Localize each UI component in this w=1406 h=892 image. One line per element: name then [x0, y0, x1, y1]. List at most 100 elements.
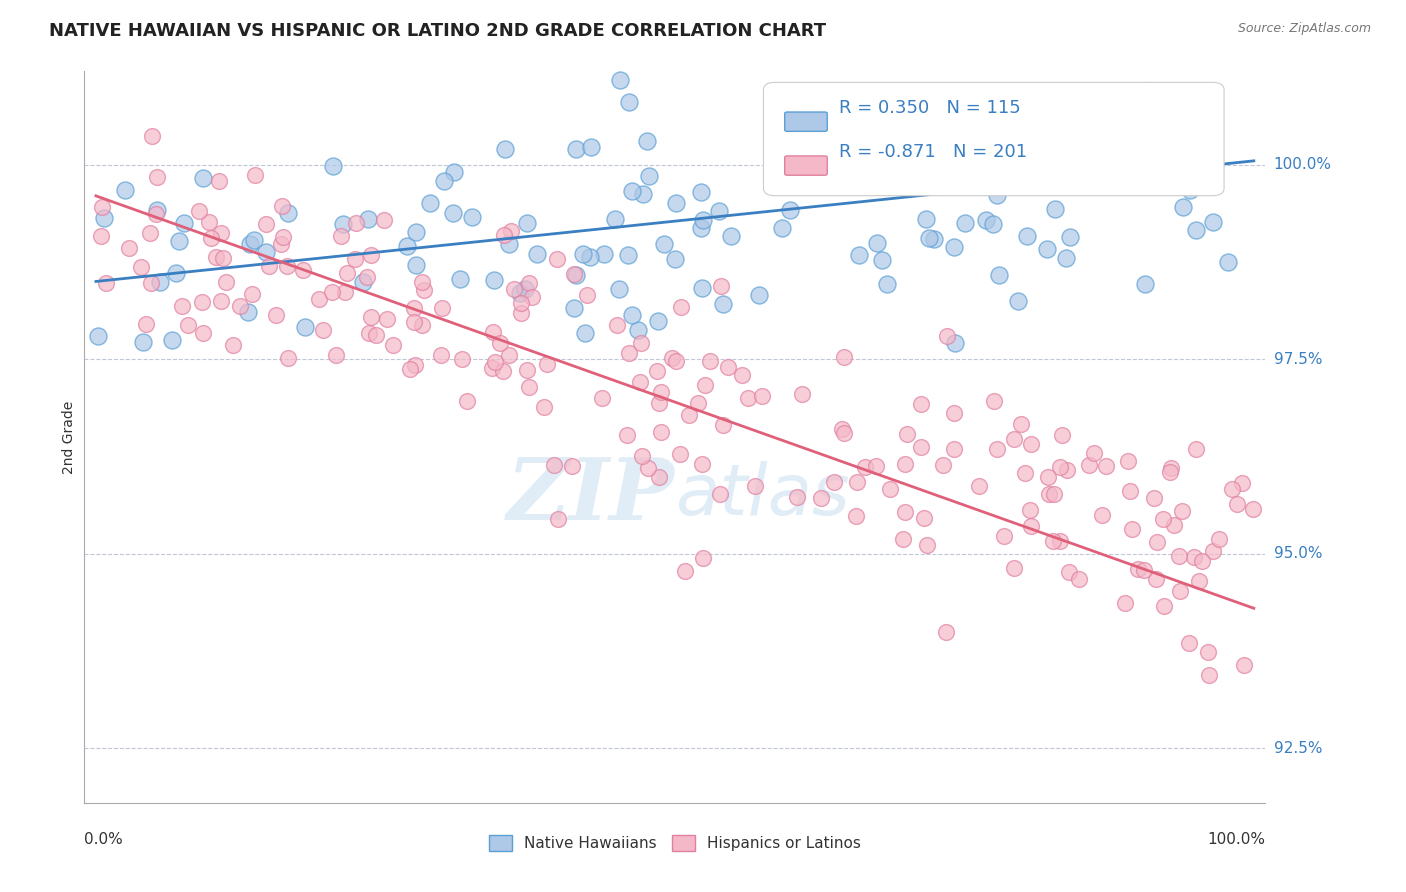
Point	[243, 233, 266, 247]
Point	[692, 550, 714, 565]
Point	[1163, 178, 1185, 192]
Point	[744, 478, 766, 492]
Point	[1094, 458, 1116, 473]
Text: 92.5%: 92.5%	[1274, 741, 1322, 756]
Point	[717, 360, 740, 375]
Point	[1167, 549, 1189, 564]
Point	[1007, 294, 1029, 309]
Point	[336, 266, 359, 280]
Point	[169, 234, 191, 248]
Point	[405, 258, 427, 272]
Point	[308, 292, 330, 306]
Point	[517, 379, 540, 393]
Point	[94, 277, 117, 291]
Point	[565, 142, 588, 156]
Point	[373, 213, 395, 227]
Point	[1160, 461, 1182, 475]
Point	[859, 158, 882, 172]
Point	[129, 260, 152, 274]
Point	[482, 325, 505, 339]
Point	[832, 425, 855, 440]
Point	[498, 237, 520, 252]
Point	[191, 326, 214, 340]
Point	[1137, 164, 1160, 178]
Point	[1098, 135, 1121, 149]
Point	[562, 301, 585, 315]
Point	[484, 355, 506, 369]
Point	[141, 276, 163, 290]
Point	[1038, 486, 1060, 500]
Point	[846, 475, 869, 489]
Text: 100.0%: 100.0%	[1208, 832, 1265, 847]
Point	[720, 229, 742, 244]
Point	[574, 326, 596, 341]
Point	[896, 426, 918, 441]
Point	[686, 395, 709, 409]
Point	[910, 397, 932, 411]
Point	[499, 224, 522, 238]
Point	[652, 236, 675, 251]
Point	[665, 353, 688, 368]
Point	[912, 510, 935, 524]
Point	[322, 159, 344, 173]
Point	[820, 166, 842, 180]
Point	[1146, 535, 1168, 549]
Point	[603, 212, 626, 227]
Point	[650, 384, 672, 399]
Point	[332, 217, 354, 231]
Point	[665, 195, 688, 210]
Point	[254, 245, 277, 260]
Point	[149, 275, 172, 289]
Point	[399, 362, 422, 376]
Point	[526, 247, 548, 261]
Point	[271, 230, 294, 244]
Point	[1059, 229, 1081, 244]
Point	[1002, 561, 1025, 575]
Point	[779, 202, 801, 217]
Point	[876, 277, 898, 291]
Point	[170, 299, 193, 313]
Point	[430, 348, 453, 362]
Point	[891, 532, 914, 546]
Point	[498, 348, 520, 362]
FancyBboxPatch shape	[785, 112, 827, 131]
Point	[953, 216, 976, 230]
Point	[986, 442, 1008, 457]
Point	[222, 338, 245, 352]
Point	[823, 475, 845, 489]
Point	[419, 196, 441, 211]
Point	[146, 203, 169, 218]
Point	[492, 364, 515, 378]
Point	[404, 358, 426, 372]
Point	[405, 225, 427, 239]
Point	[245, 168, 267, 182]
Point	[630, 335, 652, 350]
Point	[118, 241, 141, 255]
Point	[935, 328, 957, 343]
Point	[360, 310, 382, 325]
Point	[848, 248, 870, 262]
Point	[1144, 573, 1167, 587]
Point	[988, 268, 1011, 282]
Point	[254, 217, 277, 231]
Point	[343, 252, 366, 267]
Point	[1191, 554, 1213, 568]
Point	[1230, 475, 1253, 490]
Text: 95.0%: 95.0%	[1274, 546, 1322, 561]
Point	[1137, 84, 1160, 98]
Point	[177, 318, 200, 333]
Point	[200, 230, 222, 244]
Point	[790, 386, 813, 401]
Point	[356, 269, 378, 284]
Point	[1049, 460, 1071, 475]
Point	[198, 215, 221, 229]
Point	[165, 266, 187, 280]
Point	[974, 213, 997, 227]
Point	[209, 227, 232, 241]
Point	[460, 210, 482, 224]
Point	[1185, 223, 1208, 237]
Point	[609, 282, 631, 296]
Point	[636, 134, 658, 148]
Point	[357, 326, 380, 340]
Point	[1054, 251, 1077, 265]
